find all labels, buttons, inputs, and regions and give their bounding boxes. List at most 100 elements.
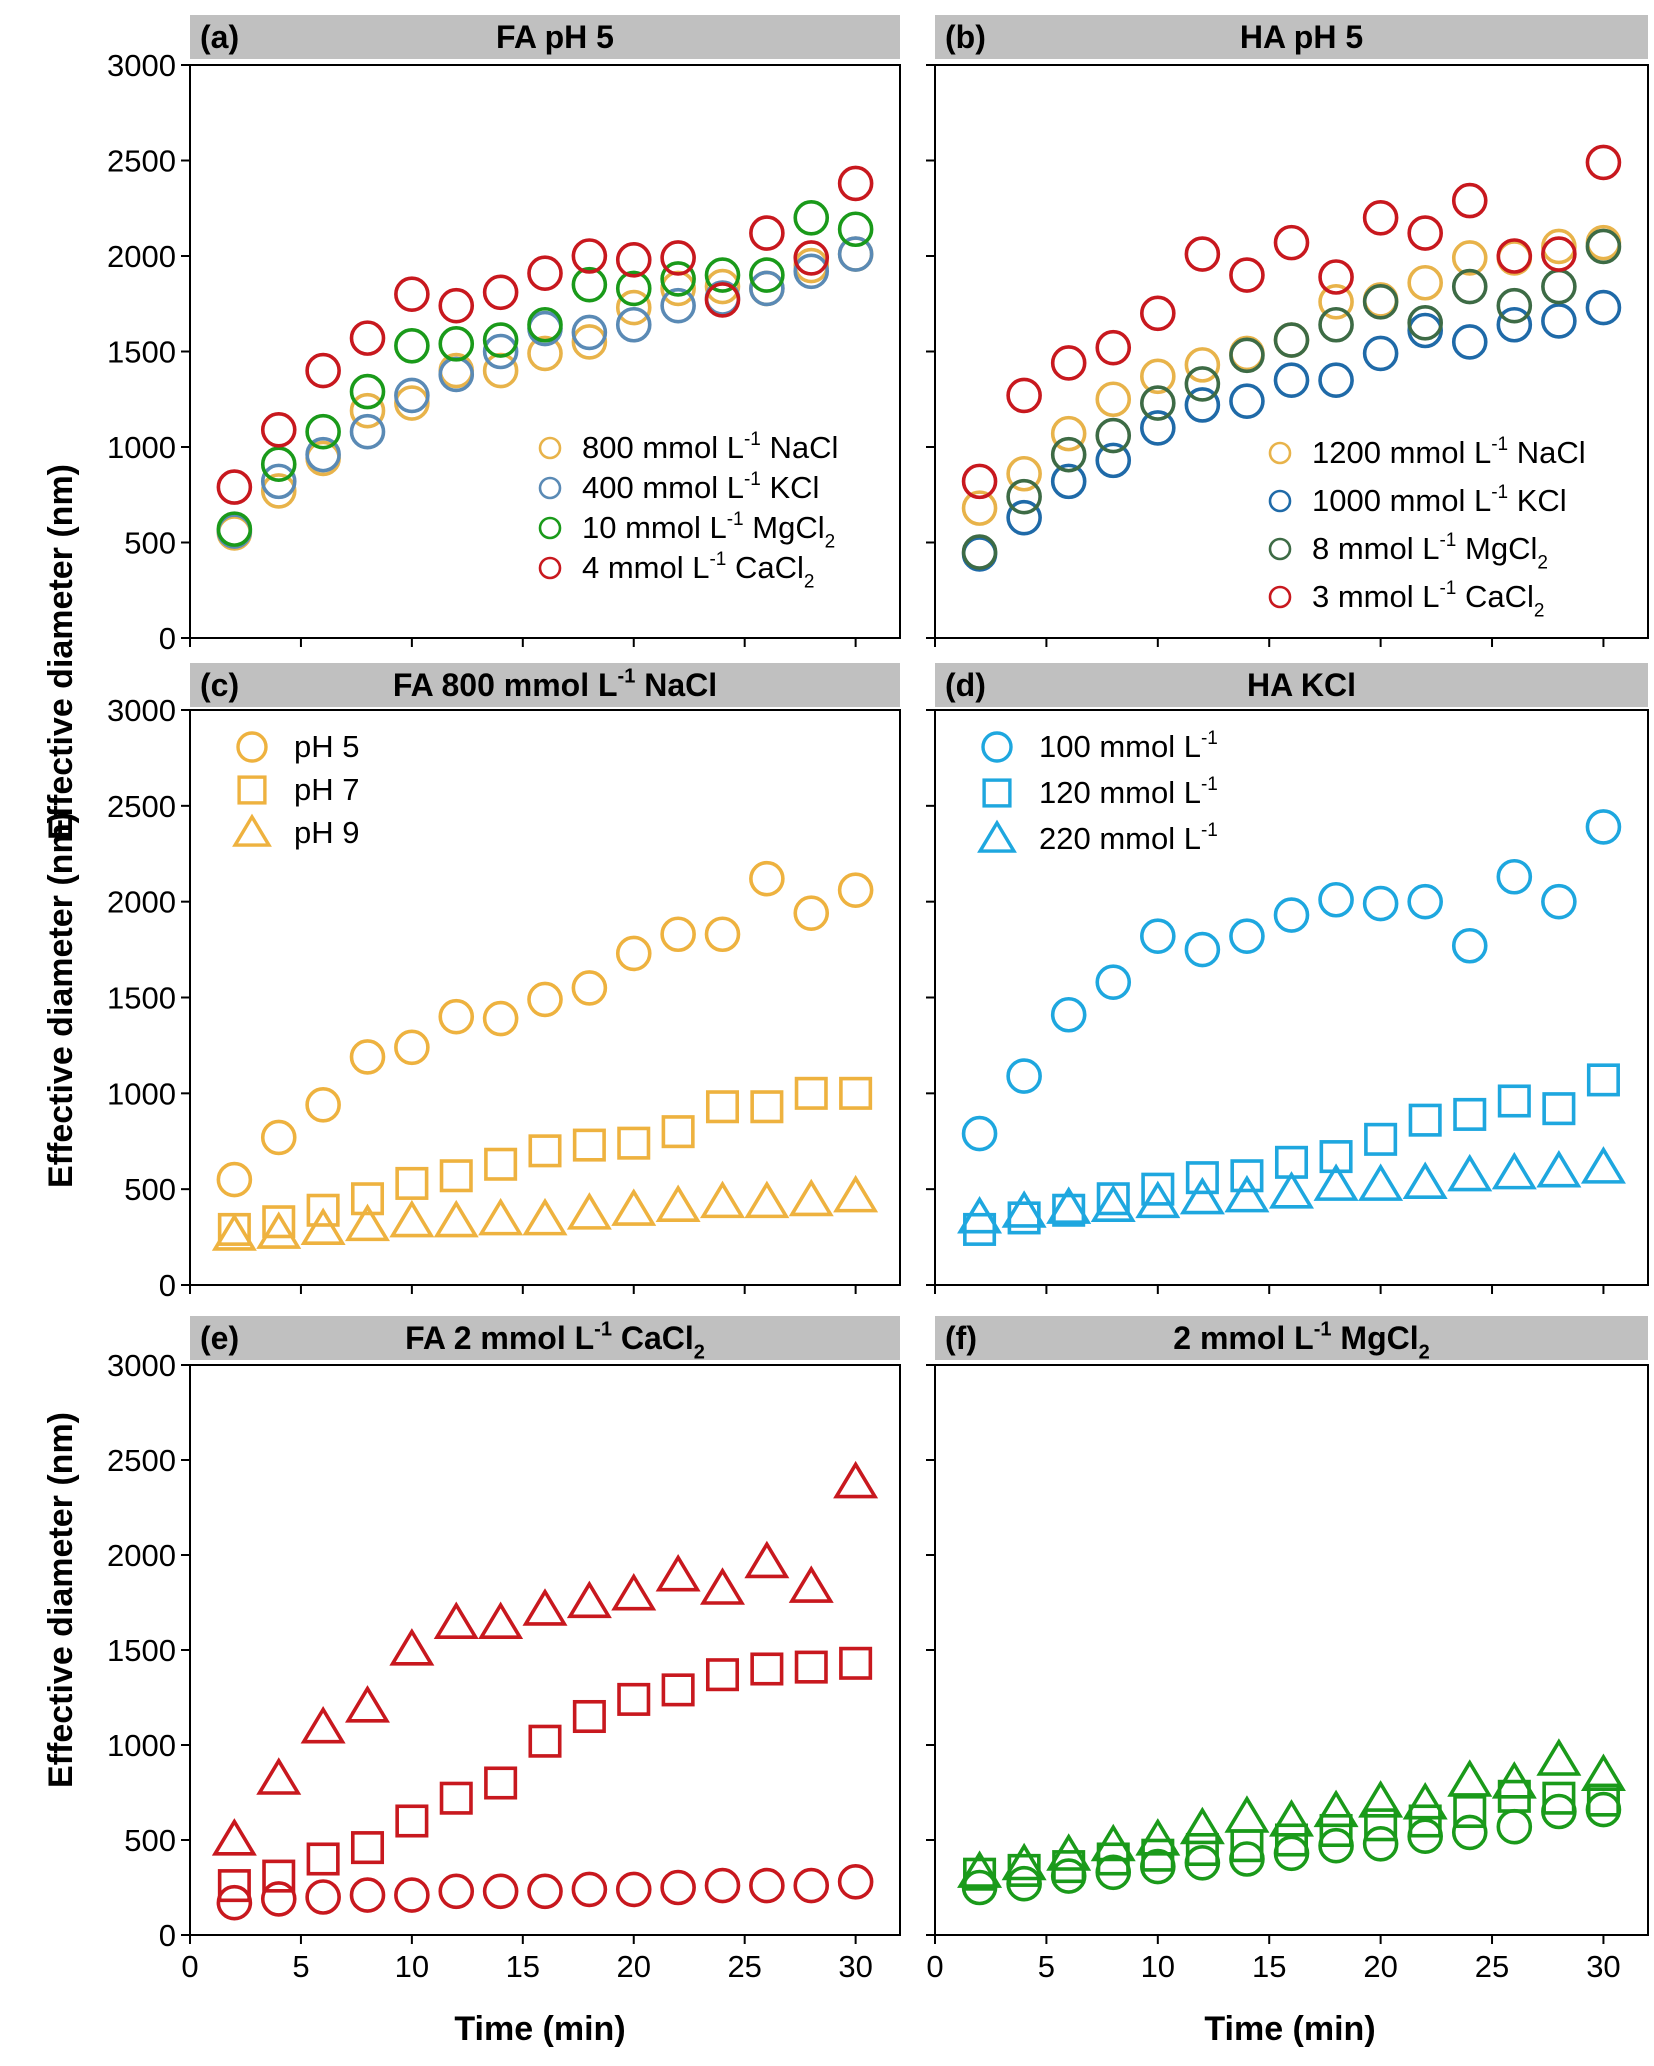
data-point [749,1867,785,1904]
data-point [1050,996,1087,1033]
legend-label: 800 mmol L-1 NaCl [582,429,838,465]
data-point [1273,897,1310,933]
data-point [1046,1833,1092,1871]
series-a-circle-2 [216,200,874,547]
x-tick-label: 25 [1475,1949,1509,1984]
data-point [571,266,608,303]
data-point [528,1724,562,1758]
data-point [1496,306,1533,343]
data-point [1224,1795,1270,1833]
y-tick-label: 1000 [107,1076,176,1111]
data-point [615,1871,652,1908]
data-point [433,1601,479,1639]
data-point [1496,238,1533,274]
data-point [704,268,741,305]
data-point [1541,228,1577,265]
data-point [433,1199,479,1238]
data-point [1318,259,1354,295]
data-point [1585,809,1622,845]
data-point [260,412,297,448]
data-point [1229,257,1265,293]
panel-title-d: HA KCl [1247,667,1356,703]
data-point [349,413,386,450]
data-point [1141,1172,1175,1206]
data-point [211,1213,257,1251]
data-point [1586,1783,1620,1817]
data-point [788,1178,834,1217]
legend-label: 4 mmol L-1 CaCl2 [582,549,814,592]
data-point [837,211,874,248]
data-point [661,1673,695,1707]
data-point [661,1115,695,1149]
series-b-circle-2 [961,228,1622,570]
data-point [305,413,341,450]
data-point [1224,1174,1270,1213]
data-point [1273,224,1310,261]
panel-letter-d: (d) [945,667,986,703]
y-tick-label: 2500 [107,1443,176,1478]
data-point [260,473,297,509]
data-point [300,1207,346,1246]
data-point [1269,1171,1314,1209]
data-point [1451,182,1488,219]
data-point [705,1090,740,1124]
y-tick-label: 1500 [107,1633,176,1668]
data-point [216,469,253,505]
series-e-circle-0 [216,1864,874,1921]
panel-letter-c: (c) [200,667,239,703]
panel-header-d [935,663,1648,707]
data-point [1313,1789,1359,1828]
data-point [1319,1140,1353,1174]
data-point [704,257,741,293]
data-point [660,240,696,276]
data-point [788,1565,834,1603]
data-point [1001,1190,1047,1228]
data-point [1050,463,1087,500]
panel-header-f [935,1316,1648,1360]
data-point [963,1212,997,1246]
data-point [1358,1163,1404,1201]
data-point [1408,1804,1442,1838]
data-point [1006,478,1042,515]
data-point [705,1658,740,1692]
data-point [704,1867,741,1904]
data-point [345,1685,390,1723]
series-c-circle-0 [216,860,874,1198]
data-point [1095,381,1132,418]
data-point [394,385,430,421]
data-point [1050,436,1087,473]
legend-marker [538,556,562,580]
data-point [1407,883,1443,920]
data-point [566,1580,612,1619]
data-point [957,1196,1003,1234]
data-point [744,1180,790,1219]
data-point [1095,964,1132,1000]
data-point [1050,1858,1087,1894]
legend-marker [1268,537,1292,561]
panel-c: (c) FA 800 mmol L-1 NaCl 0 500 1000 1500 2000 2… [107,663,901,1303]
data-point [1184,366,1221,402]
data-point [1090,1823,1136,1862]
data-point [1362,1826,1399,1862]
data-point [615,935,652,972]
x-tick-label: 5 [1038,1949,1055,1984]
x-tick-label: 0 [181,1949,198,1984]
data-point [394,276,430,313]
legend-marker [538,516,562,540]
data-point [389,1628,435,1666]
y-tick-label: 0 [159,1268,176,1303]
data-point [439,1781,473,1815]
data-point [1090,1184,1136,1223]
data-point [438,326,475,362]
legend-marker [977,819,1017,853]
y-tick-label: 1000 [107,430,176,465]
y-tick-label: 3000 [107,693,176,728]
series-e-triangle-2 [211,1460,879,1856]
data-point [1006,455,1042,492]
data-point [1491,1151,1537,1190]
data-point [306,1842,340,1876]
data-point [484,1147,518,1181]
data-point [1496,1808,1533,1845]
data-point [837,236,874,272]
data-point [216,1884,253,1921]
